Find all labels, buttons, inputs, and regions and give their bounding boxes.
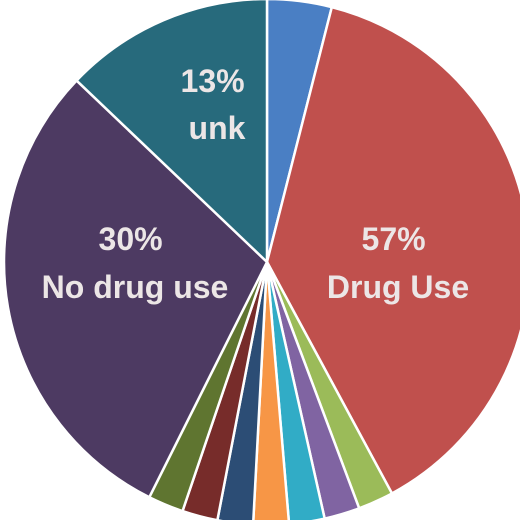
pie-slice-no-drug-use bbox=[2, 79, 269, 499]
label-unk: 13% unk bbox=[181, 63, 254, 146]
label-no-drug-use: 30% No drug use bbox=[42, 221, 229, 305]
pie-slice-minor-4 bbox=[265, 260, 326, 520]
label-drug-use: 57% Drug Use bbox=[327, 221, 469, 305]
pie-slice-minor-5 bbox=[252, 260, 290, 520]
pie-labels: 57% Drug Use 30% No drug use 13% unk bbox=[42, 63, 469, 305]
pie-slice-unk bbox=[75, 0, 269, 264]
pie-slice-drug-use bbox=[265, 5, 520, 495]
